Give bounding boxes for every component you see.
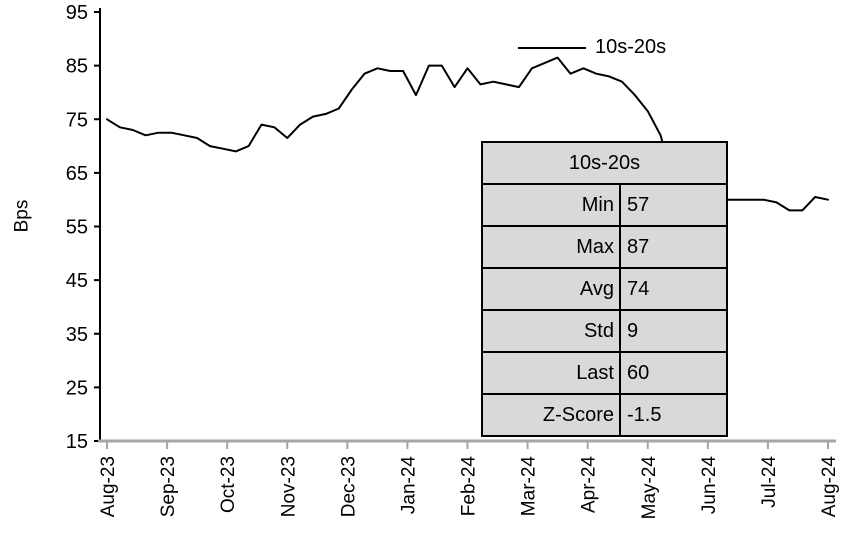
y-tick-label: 15 — [66, 431, 88, 453]
x-tick-label: Jan-24 — [398, 456, 419, 515]
stat-label: Avg — [483, 269, 621, 309]
stat-value: 60 — [627, 362, 650, 384]
stat-value: 57 — [627, 194, 650, 216]
stat-label: Z-Score — [483, 395, 621, 435]
table-row: Last 60 — [483, 353, 726, 395]
table-row: Z-Score -1.5 — [483, 395, 726, 435]
x-tick-label: Jun-24 — [699, 456, 720, 515]
y-tick-label: 95 — [66, 2, 88, 24]
stats-table-header: 10s-20s — [483, 143, 726, 185]
y-tick-label: 45 — [66, 270, 88, 292]
x-tick-label: Mar-24 — [519, 456, 540, 517]
stat-label: Min — [483, 185, 621, 225]
x-tick-label: Oct-23 — [218, 456, 239, 513]
table-row: Avg 74 — [483, 269, 726, 311]
y-tick-label: 35 — [66, 324, 88, 346]
stat-label: Std — [483, 311, 621, 351]
x-tick-label: Jul-24 — [759, 456, 780, 508]
stat-value: 74 — [627, 278, 650, 300]
y-axis-title: Bps — [11, 199, 33, 233]
x-tick-label: Dec-23 — [338, 456, 359, 517]
y-tick-label: 65 — [66, 163, 88, 185]
stat-value: -1.5 — [627, 404, 662, 426]
stat-value: 9 — [627, 320, 639, 342]
y-tick-label: 85 — [66, 56, 88, 78]
x-tick-label: Sep-23 — [158, 456, 179, 517]
legend-label: 10s-20s — [595, 36, 667, 58]
table-row: Min 57 — [483, 185, 726, 227]
y-tick-label: 55 — [66, 217, 88, 239]
stat-value: 87 — [627, 236, 650, 258]
y-tick-label: 75 — [66, 109, 88, 131]
table-row: Max 87 — [483, 227, 726, 269]
x-tick-label: May-24 — [639, 456, 660, 520]
x-tick-label: Apr-24 — [579, 456, 600, 513]
stats-table: 10s-20s Min 57 Max 87 Avg 74 Std 9 Last … — [481, 141, 728, 437]
stat-label: Max — [483, 227, 621, 267]
stat-label: Last — [483, 353, 621, 393]
table-row: Std 9 — [483, 311, 726, 353]
legend: 10s-20s — [518, 36, 666, 59]
x-tick-label: Nov-23 — [278, 456, 299, 517]
x-tick-label: Aug-24 — [819, 456, 840, 518]
x-tick-label: Feb-24 — [459, 456, 480, 517]
y-tick-label: 25 — [66, 377, 88, 399]
x-tick-label: Aug-23 — [98, 456, 119, 517]
legend-line-sample — [518, 46, 586, 49]
